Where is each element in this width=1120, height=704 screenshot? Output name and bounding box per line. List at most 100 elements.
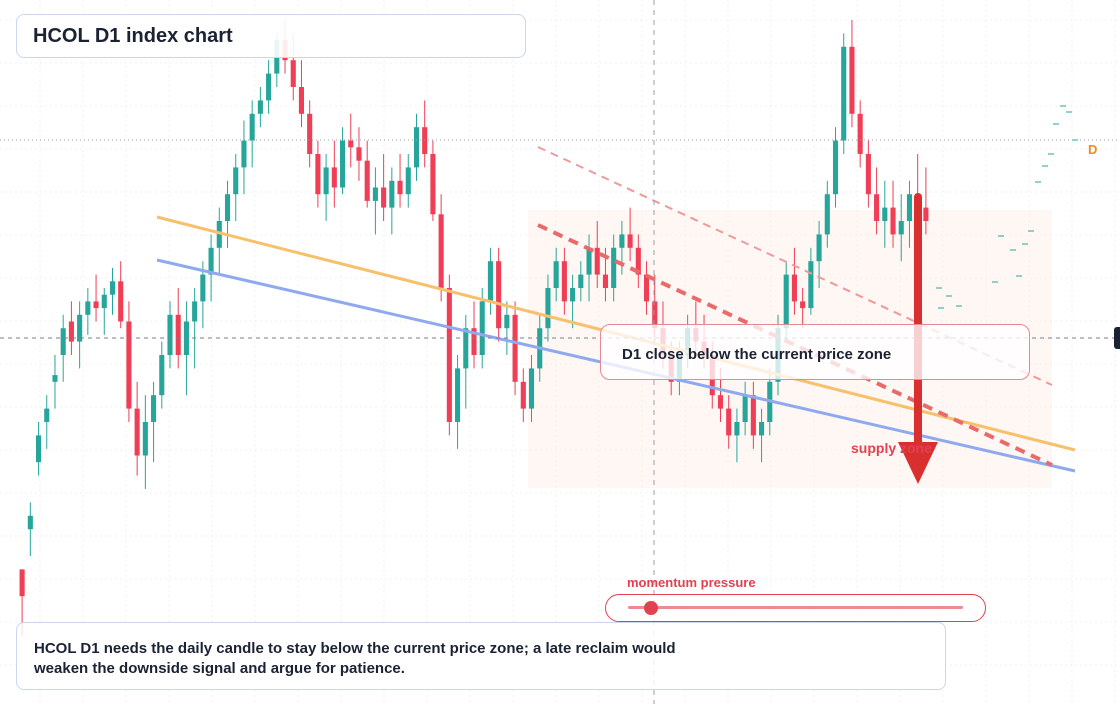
candle-up [619,234,625,248]
candle-up [578,274,584,288]
candle-up [841,46,847,141]
candle-up [455,368,461,422]
zone-callout: D1 close below the current price zone [600,324,1030,380]
momentum-slider[interactable] [605,594,986,622]
candle-up [241,140,247,168]
candle-up [611,247,617,288]
candle-up [52,375,58,382]
candle-down [643,274,650,302]
candle-down [800,301,806,309]
chart-title: HCOL D1 index chart [33,25,233,47]
candle-up [463,328,469,369]
candle-up [151,395,157,422]
candle-up [586,247,592,275]
candle-down [857,113,863,154]
candle-down [923,207,929,221]
candle-down [422,127,428,154]
candlestick-series [19,20,929,637]
candle-down [68,321,74,342]
channel-upper-dashed [537,146,1053,386]
momentum-label: momentum pressure [627,575,756,590]
candle-up [323,167,329,195]
candle-up [35,435,42,463]
candle-up [216,221,222,248]
note-panel: HCOL D1 needs the daily candle to stay b… [16,622,946,690]
projection-ticks [936,105,1078,309]
candle-down [717,395,724,409]
candle-down [438,214,444,288]
candle-up [816,234,822,262]
candle-down [118,281,124,322]
candle-up [783,274,789,329]
candle-up [159,355,165,396]
candle-down [750,395,756,436]
candle-down [307,113,313,154]
channel-lower-dashed [537,223,1053,467]
candle-up [27,515,33,530]
candle-down [126,321,132,409]
candle-up [167,314,173,355]
title-panel: HCOL D1 index chart [16,14,526,58]
momentum-knob[interactable] [644,601,659,615]
candle-up [570,288,576,302]
candle-down [315,154,321,195]
candle-down [791,274,797,302]
candle-down [594,247,600,275]
candle-up [44,408,50,422]
candle-up [85,301,91,315]
price-scale-marker [1114,327,1120,349]
candle-down [496,261,502,329]
candle-down [874,194,880,221]
candle-down [381,187,387,208]
candle-down [397,180,403,195]
candle-up [504,314,510,329]
candle-up [742,395,748,422]
candle-up [487,261,493,302]
candle-down [290,60,296,87]
candle-up [405,167,411,195]
candle-down [635,247,641,275]
zone-label: D1 close below the current price zone [622,346,892,363]
candle-up [553,261,559,288]
candle-down [430,154,436,215]
candle-down [348,140,354,148]
candle-up [528,368,535,409]
candle-down [298,87,305,114]
candle-down [561,261,567,302]
candle-up [389,180,395,208]
candle-down [865,154,871,195]
candle-down [602,274,609,288]
candle-down [446,288,452,422]
momentum-track [628,606,963,609]
candle-down [890,207,896,235]
candle-up [413,127,420,168]
candle-up [898,221,904,235]
candle-up [372,187,378,201]
candle-down [726,408,732,436]
candle-down [627,234,633,248]
candle-up [200,274,206,302]
candle-down [19,569,25,597]
candle-up [882,207,888,221]
candle-up [479,301,485,355]
candle-down [849,46,855,114]
candle-down [364,160,370,201]
candle-up [249,113,255,141]
candle-up [824,194,830,235]
supply-zone-label: supply zone [851,440,932,456]
candle-down [512,314,518,382]
candle-up [266,73,272,101]
candle-down [652,301,658,329]
candle-down [93,301,99,309]
candle-down [471,328,477,355]
candle-up [101,294,107,309]
candle-down [331,167,337,188]
candle-down [356,147,362,161]
candle-up [192,301,198,322]
note-text: HCOL D1 needs the daily candle to stay b… [34,640,676,677]
candle-up [60,328,66,355]
bearish-arrow [898,193,938,484]
candle-up [233,167,239,195]
timeframe-badge: D [1088,142,1098,157]
candle-up [808,261,814,309]
